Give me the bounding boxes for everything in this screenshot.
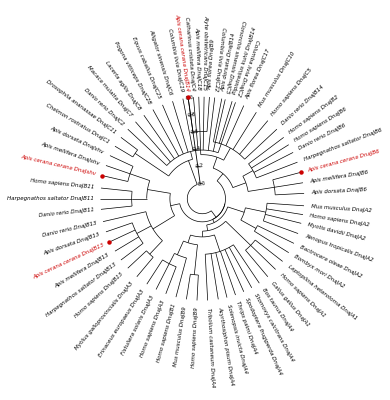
Text: Stomoxys calcitrans DnaJA4: Stomoxys calcitrans DnaJA4 bbox=[253, 293, 295, 362]
Text: Apis cerana cerana DnaJB6: Apis cerana cerana DnaJB6 bbox=[307, 149, 380, 173]
Text: Harpegnathos saltator DnaJB13: Harpegnathos saltator DnaJB13 bbox=[44, 262, 117, 318]
Text: Solenopsis invicta DnaJA4: Solenopsis invicta DnaJA4 bbox=[226, 304, 248, 374]
Text: Mytilus galloprovincialis DnaJA3: Mytilus galloprovincialis DnaJA3 bbox=[74, 280, 134, 351]
Text: Pipistrellus kuhli DnaJB14: Pipistrellus kuhli DnaJB14 bbox=[232, 27, 257, 95]
Text: Columbia livia DnaJC22: Columbia livia DnaJC22 bbox=[213, 26, 226, 91]
Text: 1.0: 1.0 bbox=[185, 94, 194, 101]
Text: Thrips palmi DnaJA4: Thrips palmi DnaJA4 bbox=[236, 301, 258, 355]
Text: 0.4: 0.4 bbox=[192, 146, 201, 152]
Text: Apis cerana cerana DnaJB13: Apis cerana cerana DnaJB13 bbox=[32, 242, 105, 280]
Text: Homo sapiens DnaJA2: Homo sapiens DnaJA2 bbox=[309, 213, 370, 228]
Text: Apis dorsata DnaJB13: Apis dorsata DnaJB13 bbox=[43, 232, 100, 256]
Text: Homo sapiens DnaJA3: Homo sapiens DnaJA3 bbox=[139, 300, 166, 358]
Text: Alligator sinensis DnaJC6: Alligator sinensis DnaJC6 bbox=[148, 28, 173, 95]
Text: Homo sapiens DnaJA1: Homo sapiens DnaJA1 bbox=[279, 272, 326, 318]
Text: Homo sapiens DnaJC5: Homo sapiens DnaJC5 bbox=[270, 67, 313, 117]
Text: Pogona vitticeps DnaJC28: Pogona vitticeps DnaJC28 bbox=[113, 40, 152, 105]
Text: Clonorchis sinensis DnaJC5: Clonorchis sinensis DnaJC5 bbox=[224, 20, 246, 93]
Text: Danio rerio DnaJB14: Danio rerio DnaJB14 bbox=[280, 84, 324, 126]
Text: Gallus gallus DnaJA1: Gallus gallus DnaJA1 bbox=[270, 280, 311, 327]
Text: 0.6: 0.6 bbox=[190, 129, 199, 135]
Text: Columba livia DnaJC2: Columba livia DnaJC2 bbox=[236, 39, 259, 96]
Text: Apis dorsata DnaJB6: Apis dorsata DnaJB6 bbox=[311, 188, 367, 196]
Text: Tribolium castaneum DnaJA4: Tribolium castaneum DnaJA4 bbox=[206, 307, 214, 387]
Text: Mus musculus DnaJA2: Mus musculus DnaJA2 bbox=[311, 204, 372, 213]
Text: Harpegnathos saltator DnaJB11: Harpegnathos saltator DnaJB11 bbox=[7, 196, 94, 201]
Text: Danio rerio DnaJC2: Danio rerio DnaJC2 bbox=[83, 87, 124, 126]
Text: Homo sapiens DnaJB6: Homo sapiens DnaJB6 bbox=[293, 107, 347, 143]
Text: Catharinus cristata DnaJC4: Catharinus cristata DnaJC4 bbox=[184, 16, 195, 90]
Text: Danio rerio DnaJB11: Danio rerio DnaJB11 bbox=[38, 208, 94, 218]
Text: Apis dorsata DnaJshv: Apis dorsata DnaJshv bbox=[50, 126, 105, 155]
Text: Apis dorsata DnaJB14: Apis dorsata DnaJB14 bbox=[221, 33, 237, 92]
Text: Leptopilina heterotoma DnaJA1: Leptopilina heterotoma DnaJA1 bbox=[287, 264, 358, 321]
Text: Bombyx mori DnaJA2: Bombyx mori DnaJA2 bbox=[293, 254, 346, 290]
Text: 0.2: 0.2 bbox=[195, 163, 204, 170]
Text: Acyrthosiphon pisum DnaJA4: Acyrthosiphon pisum DnaJA4 bbox=[217, 306, 234, 385]
Text: Apis cerana cerana DnaJshv: Apis cerana cerana DnaJshv bbox=[21, 154, 97, 177]
Text: Harpegnathos saltator DnaJB6: Harpegnathos saltator DnaJB6 bbox=[303, 128, 383, 162]
Text: Xenopus tropicalis DnaJA2: Xenopus tropicalis DnaJA2 bbox=[304, 234, 374, 263]
Text: Myotis davidii DnaJA2: Myotis davidii DnaJA2 bbox=[307, 222, 366, 242]
Text: Bos taurus DnaJA4: Bos taurus DnaJA4 bbox=[261, 288, 294, 333]
Text: 0.0: 0.0 bbox=[197, 180, 206, 187]
Text: Apis cerana cerana DnaJB14: Apis cerana cerana DnaJB14 bbox=[174, 13, 190, 91]
Text: Homo sapiens DnaJB13: Homo sapiens DnaJB13 bbox=[74, 271, 124, 318]
Text: Spodoptera frugiperda DnaJA4: Spodoptera frugiperda DnaJA4 bbox=[244, 297, 283, 376]
Text: Bactrocera oleae DnaJA2: Bactrocera oleae DnaJA2 bbox=[299, 244, 363, 279]
Text: Homo sapiens DnaJB9: Homo sapiens DnaJB9 bbox=[191, 307, 199, 368]
Text: Apis mellifera DnaJB6: Apis mellifera DnaJB6 bbox=[309, 170, 369, 184]
Text: Apis mellifera DnaJB13: Apis mellifera DnaJB13 bbox=[54, 253, 110, 289]
Text: 0.8: 0.8 bbox=[187, 112, 196, 118]
Text: Chelmon rostratus DnaJC1: Chelmon rostratus DnaJC1 bbox=[45, 103, 110, 145]
Text: Fistuliera solaris DnaJA3: Fistuliera solaris DnaJA3 bbox=[121, 294, 155, 356]
Text: Apis florea DnaJB9: Apis florea DnaJB9 bbox=[207, 39, 216, 90]
Text: Apis florea DnaJC17: Apis florea DnaJC17 bbox=[244, 48, 271, 100]
Text: Homo sapiens DnaJB2: Homo sapiens DnaJB2 bbox=[288, 95, 339, 135]
Text: Apis mellifera DnaJC18: Apis mellifera DnaJC18 bbox=[194, 27, 201, 90]
Text: Mus musculus DnaJB9: Mus musculus DnaJB9 bbox=[173, 306, 188, 366]
Text: Mus musculus DnaJC10: Mus musculus DnaJC10 bbox=[258, 50, 296, 108]
Text: Homo sapiens DnaJB1: Homo sapiens DnaJB1 bbox=[156, 303, 177, 363]
Text: Apis mellifera DnaJshv: Apis mellifera DnaJshv bbox=[40, 141, 100, 166]
Text: Alyte obstetricans DnaJC15: Alyte obstetricans DnaJC15 bbox=[202, 15, 208, 90]
Text: Macaca mulatta DnaJC7: Macaca mulatta DnaJC7 bbox=[86, 65, 133, 118]
Text: Homo sapiens DnaJB11: Homo sapiens DnaJB11 bbox=[30, 178, 94, 190]
Text: Danio rerio DnaJB6: Danio rerio DnaJB6 bbox=[298, 123, 347, 152]
Text: Lacerta agilis DnaJC8: Lacerta agilis DnaJC8 bbox=[104, 60, 142, 111]
Text: Equus caballus DnaJC25: Equus caballus DnaJC25 bbox=[131, 36, 162, 100]
Text: Danio rerio DnaJB13: Danio rerio DnaJB13 bbox=[41, 221, 97, 238]
Text: Columbia livia DnaJC19: Columbia livia DnaJC19 bbox=[167, 28, 184, 92]
Text: Erinaceus europaeus DnaJA3: Erinaceus europaeus DnaJA3 bbox=[98, 289, 145, 358]
Text: Drosophila ananassae DnaJC11: Drosophila ananassae DnaJC11 bbox=[45, 79, 117, 135]
